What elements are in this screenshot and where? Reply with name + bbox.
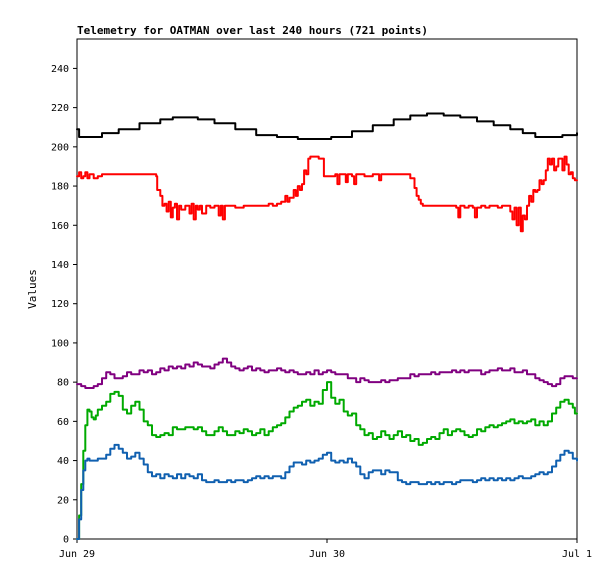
y-tick-label: 80 xyxy=(57,378,69,389)
x-tick-label: Jun 30 xyxy=(309,549,345,560)
series-line-2 xyxy=(76,357,578,389)
y-tick-label: 160 xyxy=(51,221,69,232)
series-line-1 xyxy=(76,155,578,233)
y-tick-label: 0 xyxy=(63,535,69,546)
y-tick-label: 120 xyxy=(51,299,69,310)
y-tick-label: 200 xyxy=(51,142,69,153)
x-axis: Jun 29 Jun 30 Jul 1 xyxy=(59,539,592,560)
y-axis: 0 20 40 60 80 100 120 140 160 180 200 220 240 xyxy=(51,64,77,546)
series-line-4 xyxy=(76,443,578,540)
x-tick-label: Jul 1 xyxy=(562,549,592,560)
y-tick-label: 240 xyxy=(51,64,69,75)
y-tick-label: 40 xyxy=(57,456,69,467)
y-axis-label: Values xyxy=(26,269,39,309)
series-line-3 xyxy=(76,381,578,540)
chart-title: Telemetry for OATMAN over last 240 hours… xyxy=(77,24,428,37)
y-tick-label: 220 xyxy=(51,103,69,114)
series-line-0 xyxy=(76,112,578,140)
y-tick-label: 100 xyxy=(51,338,69,349)
y-tick-label: 20 xyxy=(57,495,69,506)
y-tick-label: 180 xyxy=(51,182,69,193)
x-tick-label: Jun 29 xyxy=(59,549,95,560)
plot-frame xyxy=(76,38,578,540)
y-tick-label: 60 xyxy=(57,417,69,428)
y-tick-label: 140 xyxy=(51,260,69,271)
series-layer xyxy=(76,112,578,540)
